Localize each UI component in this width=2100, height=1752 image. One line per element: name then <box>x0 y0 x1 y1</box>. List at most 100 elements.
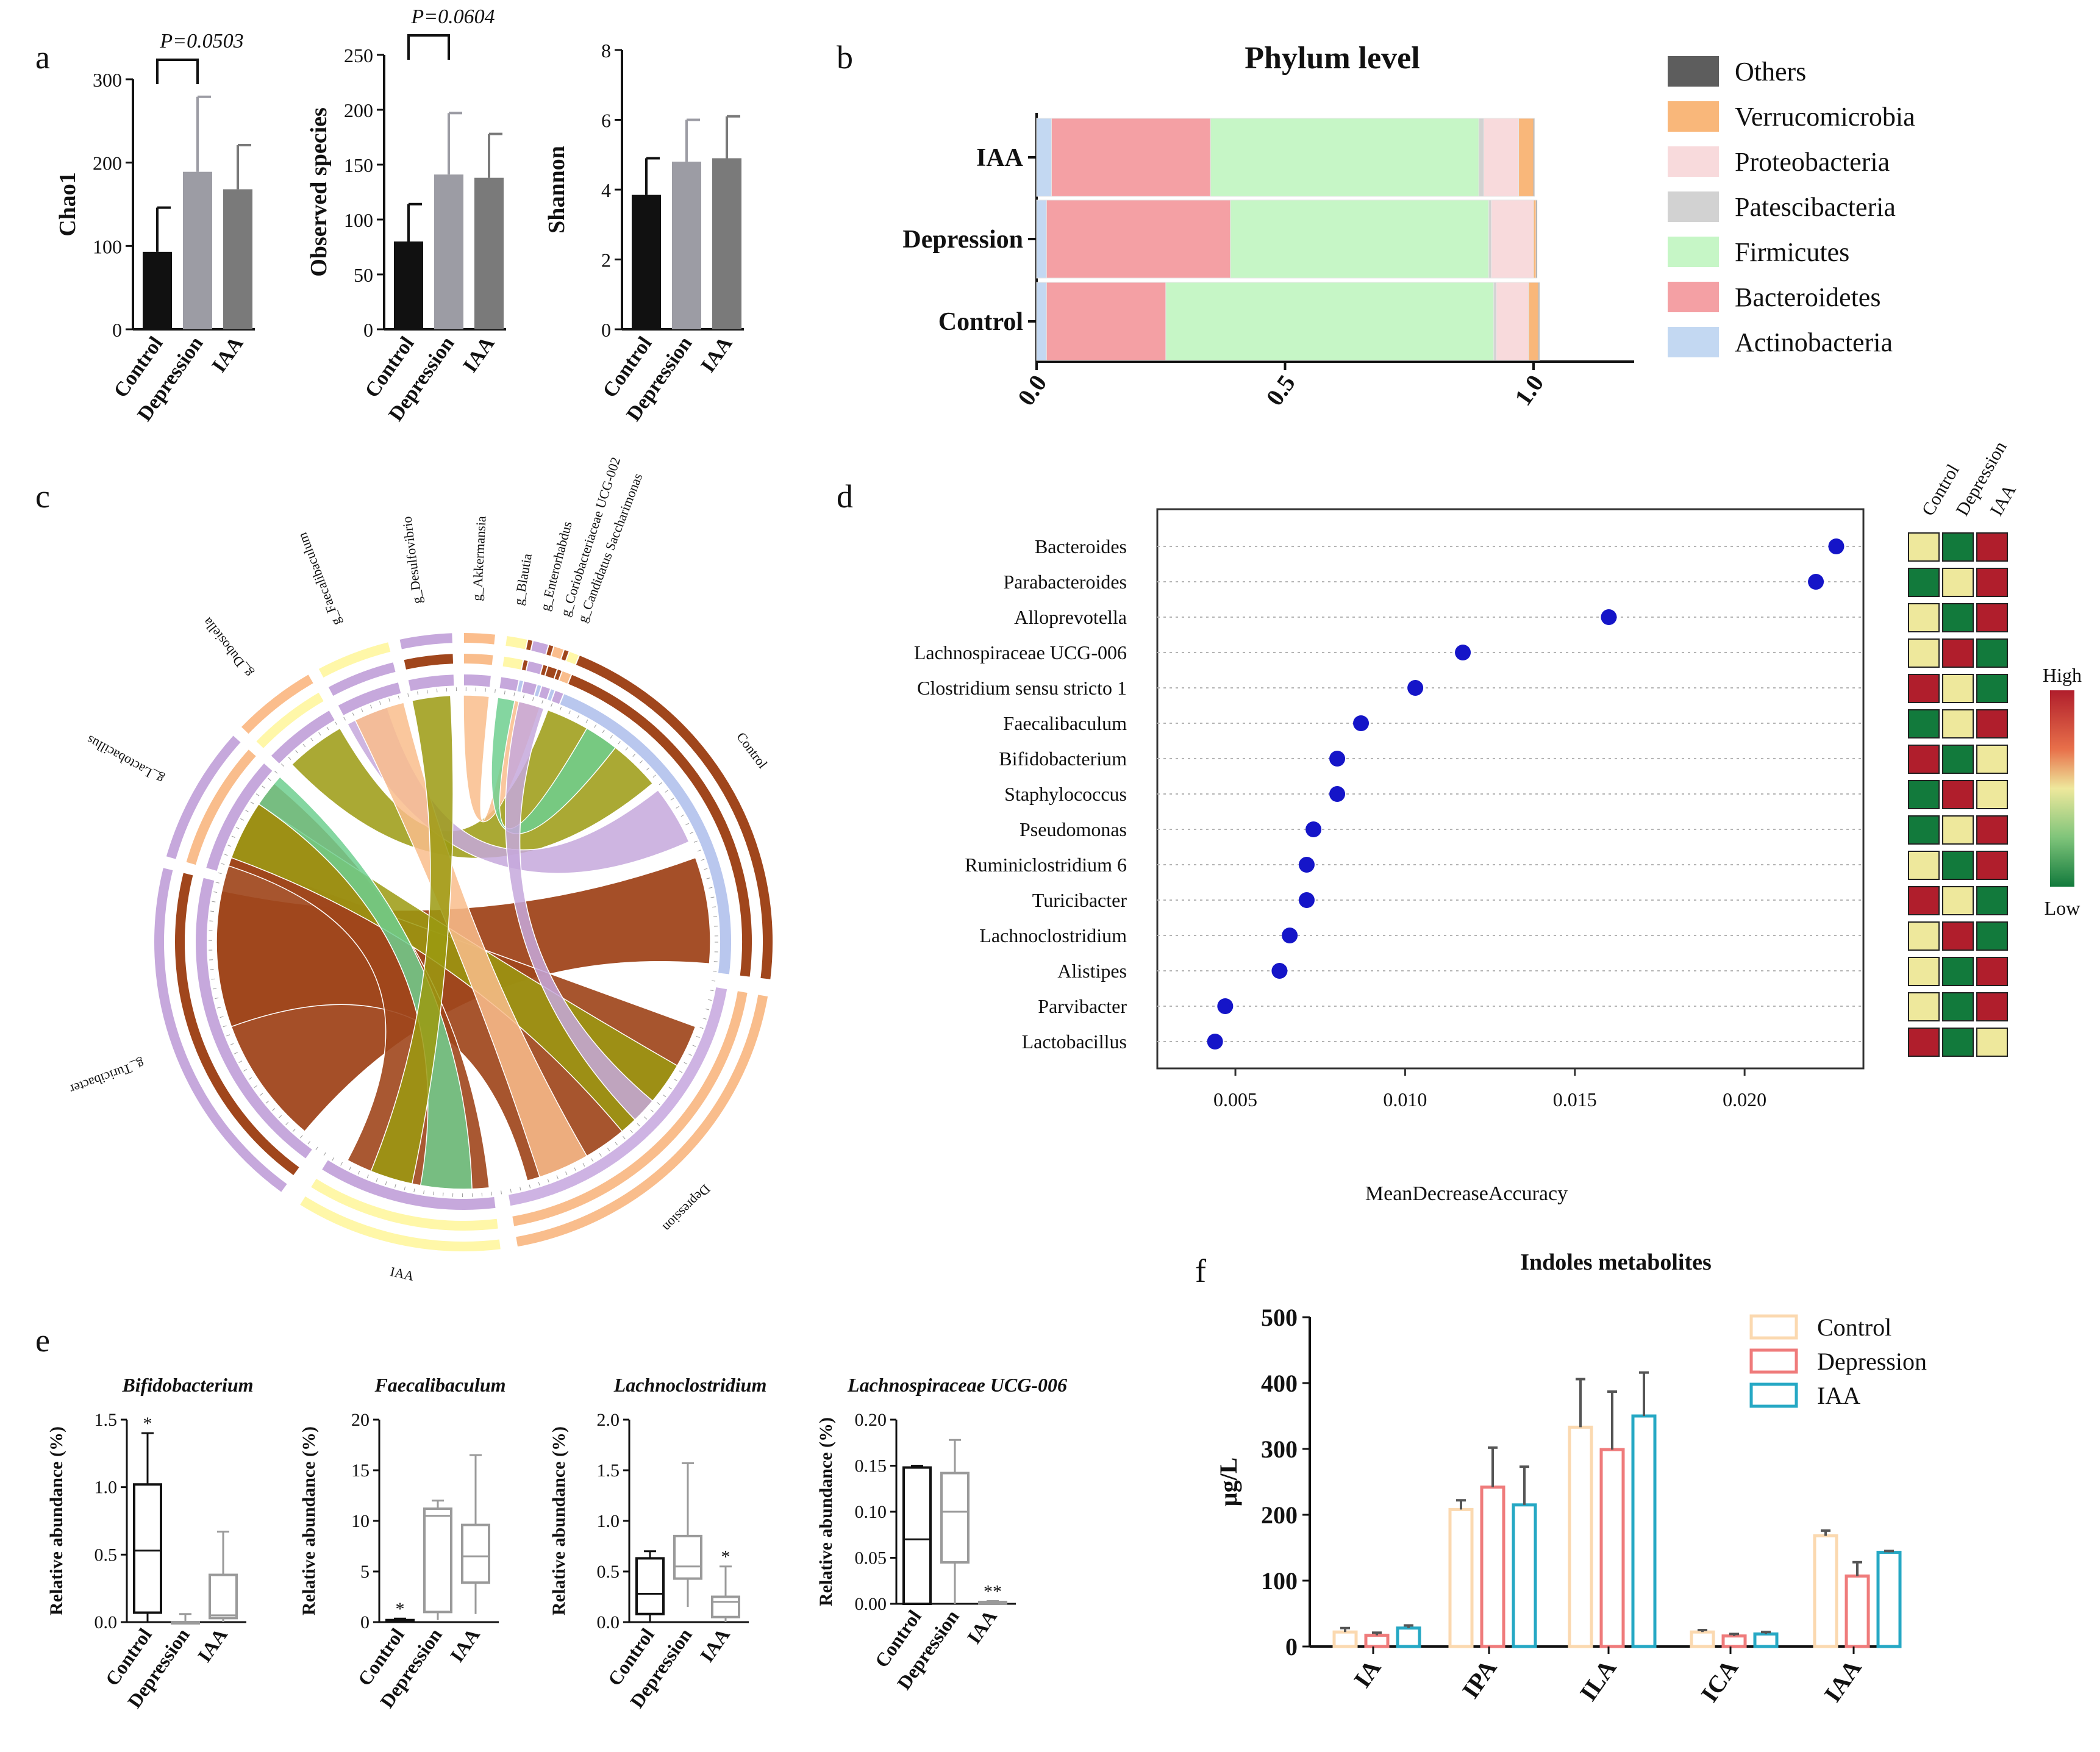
circle-tick <box>278 1115 282 1118</box>
circle-tick <box>685 823 689 826</box>
x-tick-label: 1.0 <box>1509 370 1549 410</box>
panel-d-importance-plot: Bacteroides Parabacteroides Alloprevotella… <box>914 438 2082 1205</box>
sector-middle-ring <box>511 990 749 1228</box>
circle-tick <box>708 999 712 1001</box>
circle-tick <box>568 710 571 715</box>
y-tick-label: 0 <box>1285 1633 1298 1661</box>
segment-proteobacteria <box>1491 199 1534 279</box>
heatmap-cell-mid <box>1942 815 1974 845</box>
x-tick-label: IAA <box>1818 1654 1866 1707</box>
sector-inner-ring <box>498 676 520 693</box>
sector-label: g_Faecalibaculum <box>295 531 344 628</box>
significance-bracket <box>156 59 199 84</box>
circle-tick <box>602 729 605 734</box>
circle-tick <box>697 849 701 852</box>
bar-control <box>394 241 423 329</box>
circle-tick <box>594 724 597 728</box>
x-tick-label: ICA <box>1695 1654 1743 1707</box>
heatmap-cell-high <box>1908 674 1940 703</box>
circle-tick <box>485 688 486 692</box>
legend-swatch <box>1749 1348 1798 1374</box>
circle-tick <box>646 767 650 771</box>
significance-mark: ** <box>984 1581 1002 1601</box>
segment-firmicutes <box>1230 199 1490 279</box>
x-tick-label: 0.015 <box>1553 1089 1597 1110</box>
y-tick-label: 50 <box>354 264 373 286</box>
importance-point <box>1207 1034 1223 1049</box>
y-axis-title: Shannon <box>544 146 570 234</box>
heatmap-cell-mid <box>1976 780 2008 809</box>
legend-swatch <box>1668 56 1719 87</box>
segment-patescibacteria <box>1478 118 1485 197</box>
circle-tick <box>240 818 244 821</box>
circle-tick <box>684 1062 688 1065</box>
chart-title: Indoles metabolites <box>1520 1250 1712 1275</box>
sector-inner-ring <box>550 689 565 706</box>
chart-e4: Lachnospiraceae UCG-006 0.00 0.05 0.10 0.15 0… <box>816 1374 1067 1693</box>
heatmap-cell-mid <box>1908 992 1940 1021</box>
sector-inner-ring <box>195 876 314 1160</box>
circle-tick <box>262 785 265 788</box>
circle-tick <box>340 1162 343 1166</box>
circle-tick <box>702 1018 707 1020</box>
importance-point <box>1808 574 1824 590</box>
y-tick-label: 6 <box>601 110 611 132</box>
heatmap-cell-mid <box>1908 851 1940 880</box>
chord-ribbon <box>370 695 454 1185</box>
y-tick-label: 0.5 <box>95 1545 118 1565</box>
heatmap-cell-low <box>1942 532 1974 562</box>
circle-tick <box>577 715 580 719</box>
heatmap-cell-high <box>1976 992 2008 1021</box>
y-tick-label: 15 <box>351 1461 370 1481</box>
row-label-iaa: IAA <box>976 144 1024 172</box>
legend-label: Control <box>1817 1314 1891 1341</box>
sector-middle-ring <box>501 655 524 671</box>
heatmap-cell-low <box>1976 886 2008 915</box>
importance-point <box>1455 645 1471 660</box>
circle-tick <box>690 831 694 834</box>
circle-tick <box>343 717 346 721</box>
segment-bacteroidetes <box>1051 118 1211 197</box>
sector-inner-ring <box>270 709 337 765</box>
significance-mark: * <box>143 1414 152 1434</box>
circle-tick <box>243 1069 247 1071</box>
heatmap-cell-high <box>1976 603 2008 632</box>
segment-verrucomicrobia <box>1528 282 1539 361</box>
heatmap-cell-mid <box>1908 532 1940 562</box>
heatmap-cell-mid <box>1942 568 1974 597</box>
x-tick-label: IAA <box>696 332 737 377</box>
circle-tick <box>532 697 534 701</box>
sector-middle-ring <box>463 652 495 667</box>
bar-depression <box>1364 1634 1390 1648</box>
circle-tick <box>254 1085 257 1088</box>
circle-tick <box>582 1163 585 1167</box>
sector-label: Control <box>734 729 770 771</box>
sector-middle-ring <box>309 1177 499 1232</box>
circle-tick <box>230 1043 234 1046</box>
y-tick-label: 2 <box>601 249 611 271</box>
sector-label: g_Blautia <box>511 552 535 607</box>
bar-iaa <box>1512 1503 1537 1648</box>
segment-bacteroidetes <box>1046 282 1166 361</box>
circle-tick <box>310 737 313 742</box>
heatmap-cell-mid <box>1942 674 1974 703</box>
x-tick-label: 0.0 <box>1012 370 1052 410</box>
importance-point <box>1329 751 1346 767</box>
sector-outer-ring <box>298 1195 502 1253</box>
heatmap-cell-mid <box>1908 603 1940 632</box>
circle-tick <box>212 901 216 903</box>
circle-tick <box>692 1045 696 1047</box>
box-iaa <box>461 1523 490 1584</box>
importance-point <box>1329 786 1346 802</box>
circle-tick <box>259 1093 263 1096</box>
heatmap-cell-mid <box>1976 745 2008 774</box>
y-tick-label: 4 <box>601 179 611 201</box>
circle-tick <box>625 747 629 751</box>
circle-tick <box>680 814 685 817</box>
circle-tick <box>385 1181 387 1185</box>
circle-tick <box>615 1142 618 1146</box>
panel-c-chord-diagram: Control Depression IAA g_Turicibacter g_Lact… <box>67 456 774 1284</box>
sector-label: g_Turicibacter <box>67 1056 146 1098</box>
y-tick-label: 0.20 <box>855 1410 887 1430</box>
